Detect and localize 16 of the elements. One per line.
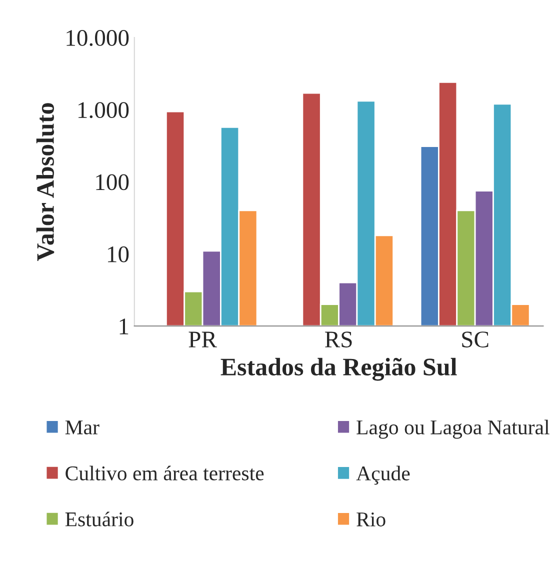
x-tick-label: PR	[188, 332, 217, 348]
y-tick-label: 1.000	[78, 102, 129, 118]
y-tick-label: 100	[96, 174, 129, 190]
x-axis-title: Estados da Região Sul	[220, 358, 457, 381]
legend-label: Lago ou Lagoa Natural	[356, 420, 550, 439]
y-axis-title: Valor Absoluto	[36, 103, 54, 262]
x-tick-label: SC	[462, 332, 488, 348]
legend-label: Rio	[356, 512, 386, 526]
x-tick-label: RS	[325, 332, 352, 348]
y-tick-label: 10	[108, 246, 129, 262]
y-tick-label: 1	[120, 318, 128, 334]
legend-label: Mar	[65, 420, 100, 434]
y-tick-label: 10.000	[66, 30, 129, 46]
legend-label: Açude	[356, 466, 410, 485]
legend-label: Cultivo em área terreste	[66, 466, 264, 480]
legend-label: Estuário	[65, 512, 134, 526]
